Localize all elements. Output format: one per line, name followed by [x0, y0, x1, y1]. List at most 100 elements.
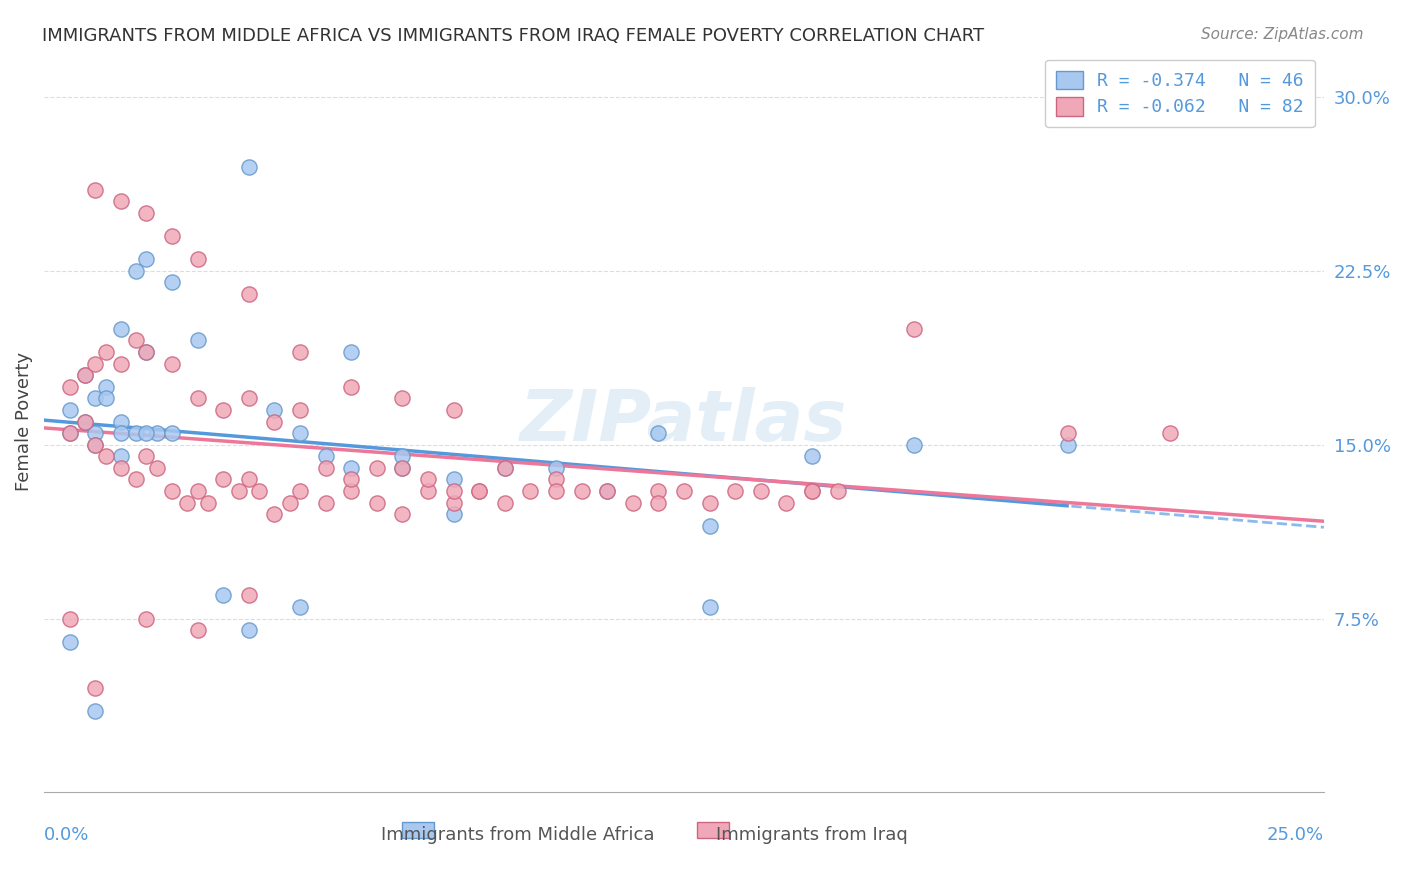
Point [263, 508, 285, 522]
Point [84, 357, 107, 371]
Point [135, 252, 157, 267]
Text: 25.0%: 25.0% [1267, 826, 1324, 844]
Point [135, 345, 157, 359]
Point [75, 368, 97, 383]
Point [187, 484, 209, 499]
Point [135, 611, 157, 625]
Text: Source: ZipAtlas.com: Source: ZipAtlas.com [1201, 27, 1364, 42]
FancyBboxPatch shape [697, 822, 728, 838]
Point [340, 345, 363, 359]
Point [94, 450, 117, 464]
Point [315, 450, 337, 464]
Point [125, 473, 148, 487]
Point [187, 252, 209, 267]
Point [145, 461, 167, 475]
Point [544, 461, 567, 475]
Text: ZIPatlas: ZIPatlas [520, 387, 848, 456]
Point [110, 357, 132, 371]
Point [160, 426, 183, 441]
Point [212, 588, 235, 602]
Point [160, 276, 183, 290]
Point [544, 484, 567, 499]
Point [749, 484, 772, 499]
Point [724, 484, 747, 499]
Point [801, 484, 824, 499]
Point [212, 473, 235, 487]
Point [647, 426, 669, 441]
Point [263, 415, 285, 429]
Point [288, 403, 311, 417]
Point [340, 473, 363, 487]
Text: Immigrants from Middle Africa: Immigrants from Middle Africa [381, 826, 654, 844]
Point [571, 484, 593, 499]
Point [75, 415, 97, 429]
Point [110, 426, 132, 441]
Point [75, 415, 97, 429]
Point [391, 450, 413, 464]
Point [135, 206, 157, 220]
Point [160, 357, 183, 371]
Point [596, 484, 619, 499]
Point [110, 194, 132, 209]
Point [212, 403, 235, 417]
Point [596, 484, 619, 499]
Point [238, 287, 260, 301]
Point [125, 264, 148, 278]
Point [672, 484, 695, 499]
Point [544, 473, 567, 487]
FancyBboxPatch shape [402, 822, 434, 838]
Point [315, 496, 337, 510]
Point [621, 496, 644, 510]
Point [84, 183, 107, 197]
Point [340, 461, 363, 475]
Point [59, 380, 82, 394]
Point [468, 484, 491, 499]
Y-axis label: Female Poverty: Female Poverty [15, 352, 32, 491]
Point [288, 426, 311, 441]
Point [699, 519, 721, 533]
Point [519, 484, 541, 499]
Point [135, 450, 157, 464]
Point [443, 403, 465, 417]
Point [160, 484, 183, 499]
Point [110, 322, 132, 336]
Point [75, 368, 97, 383]
Point [187, 392, 209, 406]
Point [238, 392, 260, 406]
Point [238, 588, 260, 602]
Point [366, 496, 388, 510]
Point [110, 461, 132, 475]
Point [84, 704, 107, 718]
Point [391, 461, 413, 475]
Point [94, 392, 117, 406]
Point [110, 450, 132, 464]
Point [59, 634, 82, 648]
Point [903, 438, 925, 452]
Point [340, 484, 363, 499]
Point [125, 426, 148, 441]
Point [176, 496, 198, 510]
Point [1159, 426, 1181, 441]
Point [1057, 438, 1080, 452]
Point [775, 496, 797, 510]
Point [366, 461, 388, 475]
Point [494, 461, 516, 475]
Point [135, 345, 157, 359]
Point [110, 415, 132, 429]
Point [443, 508, 465, 522]
Point [391, 461, 413, 475]
Point [315, 461, 337, 475]
Point [443, 484, 465, 499]
Point [238, 160, 260, 174]
Point [263, 403, 285, 417]
Point [288, 484, 311, 499]
Point [494, 461, 516, 475]
Point [647, 484, 669, 499]
Text: 0.0%: 0.0% [44, 826, 90, 844]
Point [1057, 426, 1080, 441]
Point [801, 450, 824, 464]
Point [84, 438, 107, 452]
Point [84, 681, 107, 695]
Point [278, 496, 301, 510]
Point [494, 496, 516, 510]
